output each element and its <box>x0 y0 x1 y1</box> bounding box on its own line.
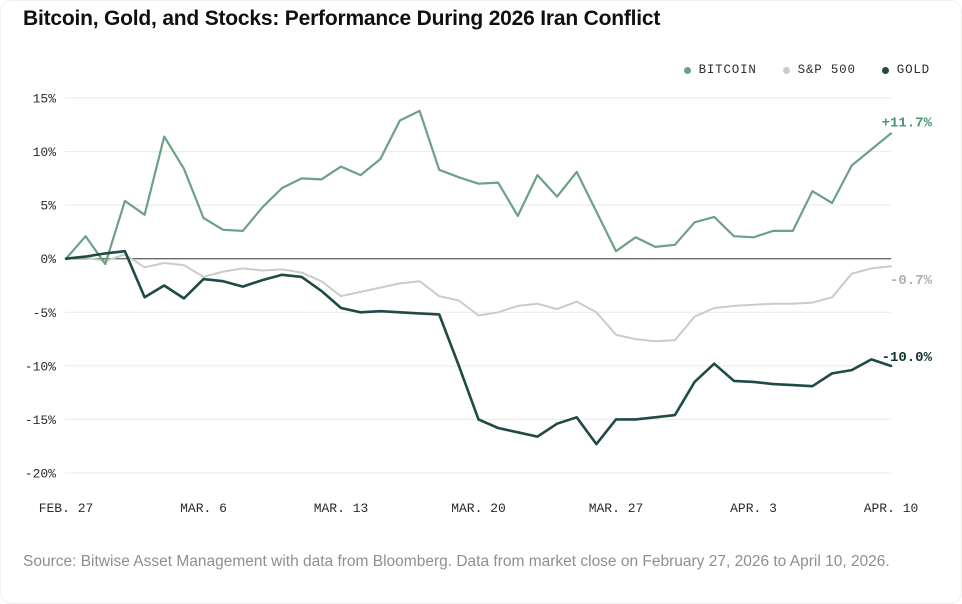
series-line-gold <box>64 249 893 446</box>
legend-dot-sp500-icon <box>782 66 790 74</box>
y-tick-label: 5% <box>40 199 56 214</box>
x-tick-label: MAR. 13 <box>314 501 369 516</box>
source-note-line1: Source: Bitwise Asset Management with da… <box>23 553 847 570</box>
source-note: Source: Bitwise Asset Management with da… <box>23 549 949 575</box>
end-label-sp500: -0.7% <box>890 273 933 289</box>
end-label-gold: -10.0% <box>882 350 933 366</box>
x-tick-label: MAR. 27 <box>589 501 644 516</box>
legend-dot-gold-icon <box>881 66 889 74</box>
legend-item-gold: GOLD <box>881 63 930 77</box>
y-tick-label: 10% <box>33 145 57 160</box>
x-tick-label: APR. 3 <box>730 501 777 516</box>
legend: BITCOIN S&P 500 GOLD <box>683 63 930 77</box>
series-line-sp500 <box>65 253 892 343</box>
legend-item-bitcoin: BITCOIN <box>683 63 757 77</box>
legend-label-gold: GOLD <box>896 63 930 77</box>
y-tick-label: -5% <box>33 306 57 321</box>
series-line-bitcoin <box>64 109 893 266</box>
legend-label-sp500: S&P 500 <box>797 63 856 77</box>
y-tick-label: -10% <box>25 359 56 374</box>
x-tick-label: APR. 10 <box>864 501 919 516</box>
source-note-line2: 2026. <box>850 553 890 570</box>
y-tick-label: 0% <box>40 252 56 267</box>
y-tick-label: -15% <box>25 413 56 428</box>
legend-label-bitcoin: BITCOIN <box>698 63 757 77</box>
chart-title: Bitcoin, Gold, and Stocks: Performance D… <box>23 7 661 30</box>
y-tick-label: 15% <box>33 92 57 107</box>
x-tick-label: FEB. 27 <box>39 501 94 516</box>
legend-dot-bitcoin-icon <box>683 66 691 74</box>
end-label-bitcoin: +11.7% <box>882 115 933 131</box>
y-tick-label: -20% <box>25 467 56 482</box>
legend-item-sp500: S&P 500 <box>782 63 856 77</box>
x-tick-label: MAR. 20 <box>451 501 506 516</box>
x-tick-label: MAR. 6 <box>180 501 227 516</box>
